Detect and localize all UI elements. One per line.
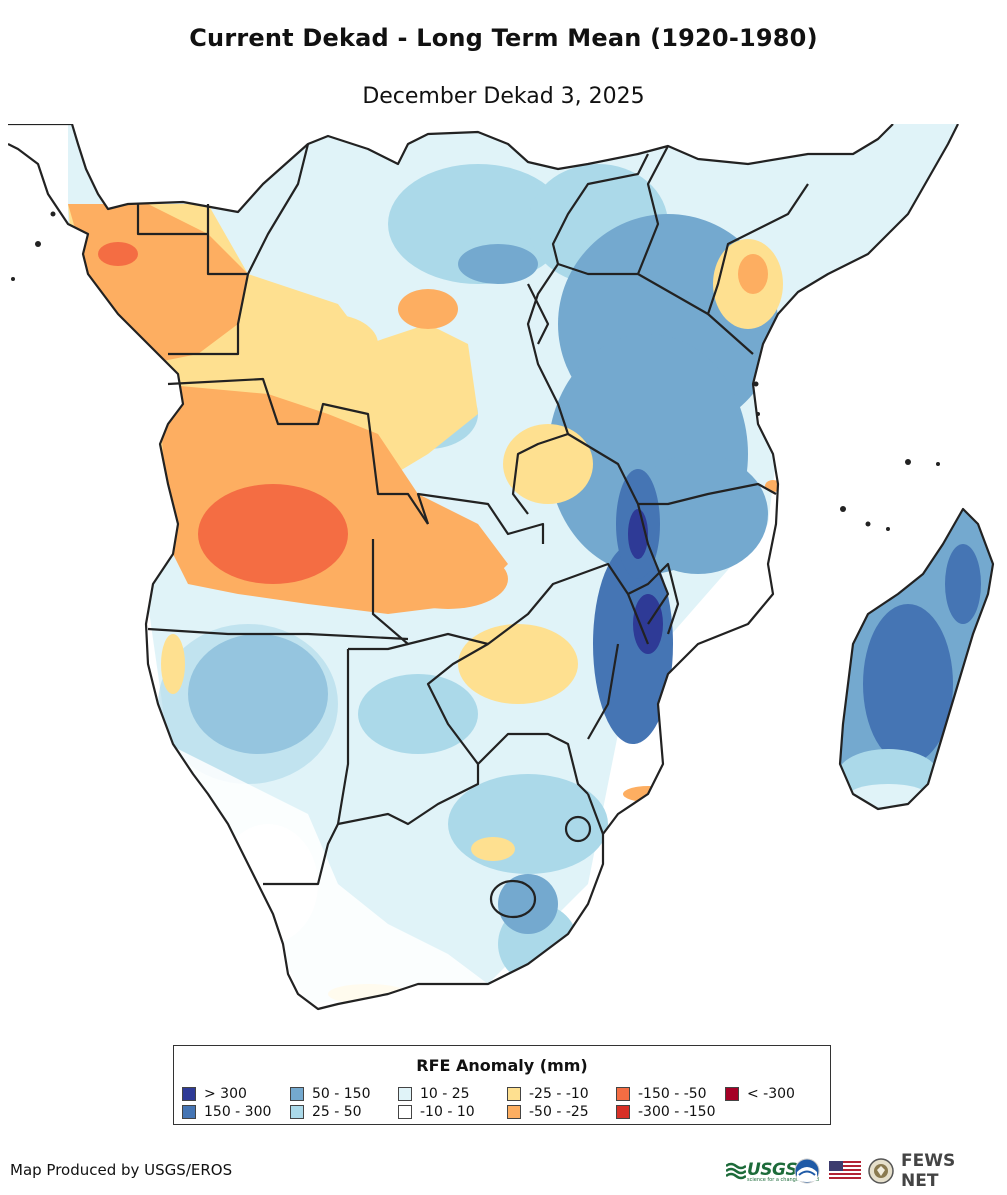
fews-label: FEWS NET bbox=[901, 1151, 956, 1191]
legend-label: 25 - 50 bbox=[312, 1104, 362, 1120]
legend-item: -50 - -25 bbox=[507, 1104, 589, 1120]
noaa-logo-icon bbox=[794, 1155, 820, 1187]
usgs-tagline: science for a changing world bbox=[747, 1176, 819, 1183]
legend-item: -25 - -10 bbox=[507, 1086, 589, 1102]
legend-swatch bbox=[398, 1087, 412, 1101]
legend-item: 50 - 150 bbox=[290, 1086, 371, 1102]
legend-item: > 300 bbox=[182, 1086, 247, 1102]
legend-swatch bbox=[725, 1087, 739, 1101]
legend-item: -300 - -150 bbox=[616, 1104, 716, 1120]
legend-label: 150 - 300 bbox=[204, 1104, 272, 1120]
legend-label: -300 - -150 bbox=[638, 1104, 716, 1120]
legend-item: -10 - 10 bbox=[398, 1104, 475, 1120]
legend-swatch bbox=[398, 1105, 412, 1119]
legend-label: 50 - 150 bbox=[312, 1086, 371, 1102]
legend-swatch bbox=[616, 1105, 630, 1119]
partner-logos: USGS science for a changing world FEWS N bbox=[726, 1151, 996, 1191]
legend-item: < -300 bbox=[725, 1086, 795, 1102]
usgs-wave-icon bbox=[726, 1162, 746, 1180]
legend-label: -25 - -10 bbox=[529, 1086, 589, 1102]
legend-swatch bbox=[182, 1087, 196, 1101]
legend-item: 10 - 25 bbox=[398, 1086, 470, 1102]
legend-swatch bbox=[616, 1087, 630, 1101]
legend-title: RFE Anomaly (mm) bbox=[416, 1056, 588, 1075]
anomaly-map bbox=[8, 124, 1000, 1024]
country-borders bbox=[8, 124, 995, 1011]
legend-swatch bbox=[290, 1105, 304, 1119]
legend-swatch bbox=[507, 1087, 521, 1101]
legend-swatch bbox=[290, 1087, 304, 1101]
map-subtitle: December Dekad 3, 2025 bbox=[362, 84, 645, 109]
legend-swatch bbox=[507, 1105, 521, 1119]
usgs-logo: USGS science for a changing world bbox=[726, 1155, 819, 1187]
legend-label: 10 - 25 bbox=[420, 1086, 470, 1102]
legend: RFE Anomaly (mm) > 300 150 - 300 50 - 15… bbox=[173, 1045, 831, 1125]
usgs-label: USGS bbox=[747, 1159, 798, 1180]
legend-item: 150 - 300 bbox=[182, 1104, 271, 1120]
legend-swatch bbox=[182, 1105, 196, 1119]
legend-label: -150 - -50 bbox=[638, 1086, 707, 1102]
us-flag-icon bbox=[829, 1155, 861, 1187]
state-department-seal-icon bbox=[868, 1155, 894, 1187]
legend-label: -10 - 10 bbox=[420, 1104, 475, 1120]
legend-label: < -300 bbox=[747, 1086, 795, 1102]
legend-item: 25 - 50 bbox=[290, 1104, 362, 1120]
map-credit: Map Produced by USGS/EROS bbox=[10, 1161, 233, 1179]
legend-label: -50 - -25 bbox=[529, 1104, 589, 1120]
map-title: Current Dekad - Long Term Mean (1920-198… bbox=[189, 24, 818, 52]
legend-label: > 300 bbox=[204, 1086, 247, 1102]
fews-net-logo: FEWS NET bbox=[901, 1151, 996, 1191]
legend-item: -150 - -50 bbox=[616, 1086, 707, 1102]
islands bbox=[11, 211, 940, 531]
